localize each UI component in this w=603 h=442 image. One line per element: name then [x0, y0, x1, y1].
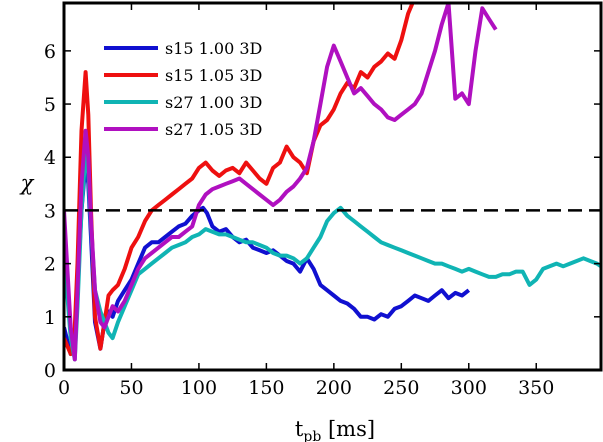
legend-label-s27-1-05: s27 1.05 3D [165, 120, 262, 139]
x-axis-title-main: t [295, 417, 304, 441]
x-axis-title-unit: [ms] [321, 417, 375, 441]
legend-label-s15-1-05: s15 1.05 3D [165, 66, 262, 85]
y-tick-label-2: 2 [44, 254, 56, 276]
y-tick-label-0: 0 [44, 360, 56, 382]
series-line-s27-1-05-3d [64, 3, 498, 362]
x-tick-label-350: 350 [518, 377, 554, 399]
y-tick-label-4: 4 [44, 147, 56, 169]
y-tick-label-3: 3 [44, 200, 56, 222]
x-tick-label-0: 0 [58, 377, 70, 399]
legend: s15 1.00 3D s15 1.05 3D s27 1.00 3D s27 … [104, 39, 262, 139]
x-tick-label-150: 150 [248, 377, 284, 399]
x-axis-title-subscript: pb [303, 429, 321, 442]
y-tick-label-1: 1 [44, 307, 56, 329]
legend-label-s15-1-00: s15 1.00 3D [165, 39, 262, 58]
plot-frame [62, 1, 603, 372]
y-tick-label-6: 6 [44, 41, 56, 63]
legend-label-s27-1-00: s27 1.00 3D [165, 93, 262, 112]
tick-labels-layer: 0 50 100 150 200 250 300 350 0 1 2 3 4 5 6 [44, 41, 554, 399]
x-tick-label-250: 250 [383, 377, 419, 399]
x-tick-label-50: 50 [119, 377, 143, 399]
x-axis-title: tpb [ms] [295, 417, 375, 442]
y-tick-label-5: 5 [44, 94, 56, 116]
ticks-layer [63, 3, 601, 371]
series-layer [64, 3, 601, 362]
x-tick-label-200: 200 [316, 377, 352, 399]
series-line-s27-1-00-3d [64, 149, 601, 362]
x-tick-label-100: 100 [181, 377, 217, 399]
y-axis-title: χ [19, 171, 35, 195]
x-tick-label-300: 300 [451, 377, 487, 399]
